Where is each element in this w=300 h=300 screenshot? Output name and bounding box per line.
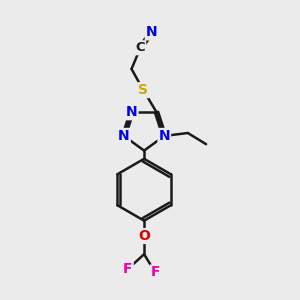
Text: C: C (136, 41, 145, 54)
Text: N: N (158, 129, 170, 143)
Text: N: N (126, 105, 137, 119)
Text: F: F (123, 262, 133, 276)
Text: N: N (118, 129, 130, 143)
Text: O: O (138, 229, 150, 243)
Text: N: N (146, 26, 158, 39)
Text: S: S (138, 83, 148, 97)
Text: F: F (151, 266, 160, 280)
